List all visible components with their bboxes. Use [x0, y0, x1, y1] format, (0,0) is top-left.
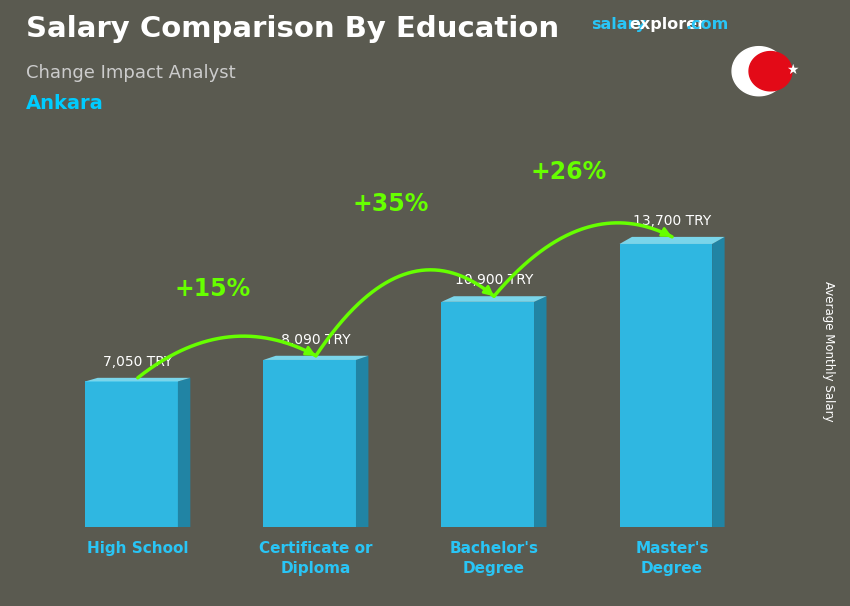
- Polygon shape: [178, 378, 190, 527]
- Text: .com: .com: [685, 17, 728, 32]
- Polygon shape: [534, 296, 547, 527]
- Text: 10,900 TRY: 10,900 TRY: [455, 273, 533, 287]
- Polygon shape: [620, 244, 712, 527]
- Text: Certificate or
Diploma: Certificate or Diploma: [259, 541, 372, 576]
- Text: Master's
Degree: Master's Degree: [635, 541, 709, 576]
- Text: Average Monthly Salary: Average Monthly Salary: [822, 281, 836, 422]
- Polygon shape: [712, 237, 724, 527]
- Polygon shape: [85, 378, 190, 381]
- Text: ★: ★: [786, 62, 799, 76]
- Polygon shape: [441, 296, 547, 302]
- Text: 7,050 TRY: 7,050 TRY: [103, 355, 173, 369]
- Text: explorer: explorer: [630, 17, 706, 32]
- Text: +15%: +15%: [174, 277, 251, 301]
- Polygon shape: [264, 356, 368, 360]
- Text: salary: salary: [591, 17, 646, 32]
- Text: Ankara: Ankara: [26, 94, 103, 113]
- Polygon shape: [749, 52, 792, 91]
- Text: Salary Comparison By Education: Salary Comparison By Education: [26, 15, 558, 43]
- Polygon shape: [620, 237, 724, 244]
- Polygon shape: [732, 47, 785, 96]
- Polygon shape: [441, 302, 534, 527]
- Polygon shape: [264, 360, 356, 527]
- Text: 13,700 TRY: 13,700 TRY: [633, 214, 711, 228]
- Polygon shape: [356, 356, 368, 527]
- Polygon shape: [85, 381, 178, 527]
- Text: High School: High School: [87, 541, 189, 556]
- Text: +35%: +35%: [353, 192, 429, 216]
- Text: +26%: +26%: [530, 161, 607, 184]
- Text: Change Impact Analyst: Change Impact Analyst: [26, 64, 235, 82]
- Text: 8,090 TRY: 8,090 TRY: [281, 333, 351, 347]
- Text: Bachelor's
Degree: Bachelor's Degree: [450, 541, 538, 576]
